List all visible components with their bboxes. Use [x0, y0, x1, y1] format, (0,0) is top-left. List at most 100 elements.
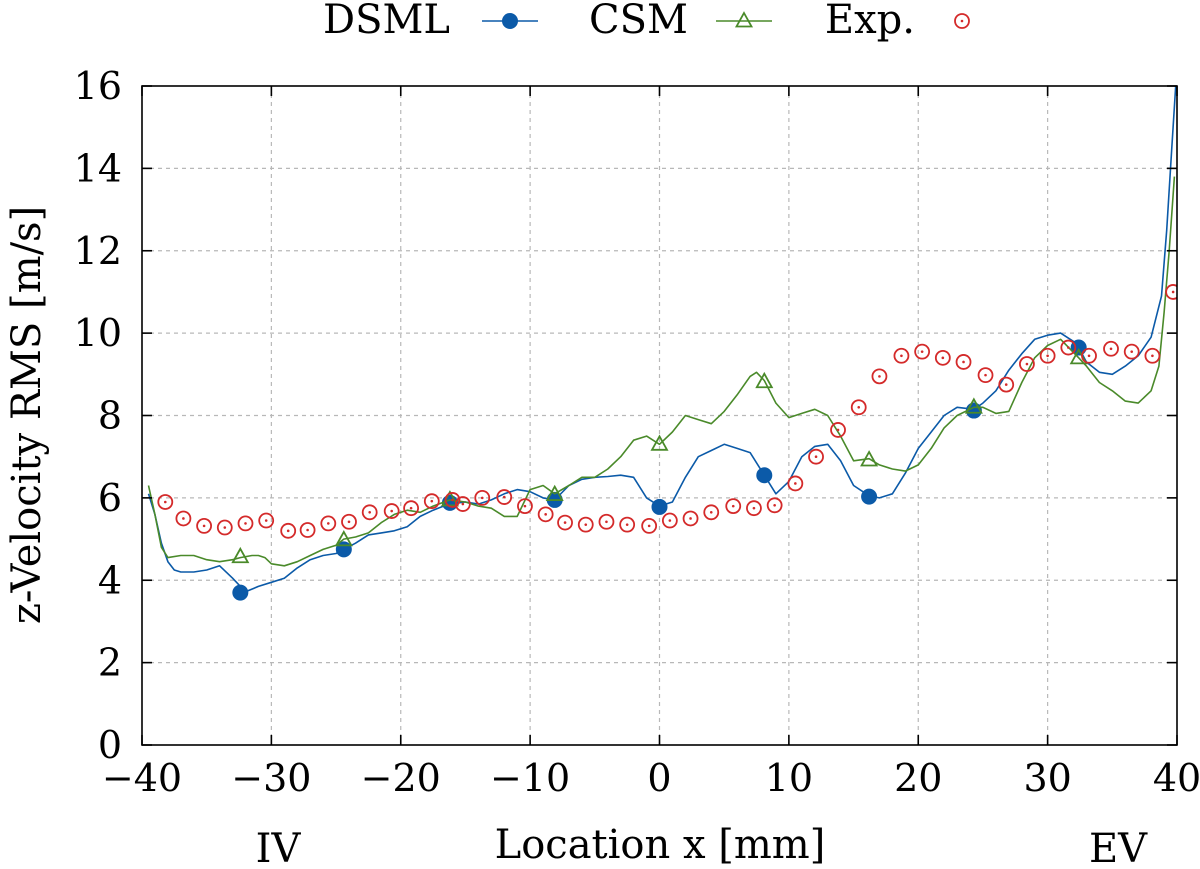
data-point-exp-dot [1025, 362, 1029, 366]
legend-key-exp [954, 13, 970, 29]
data-point-csm [650, 434, 669, 451]
data-point-exp-ring [280, 522, 297, 539]
series-dsml [147, 86, 1177, 601]
data-point-exp-dot [941, 356, 945, 360]
data-point-exp-ring [682, 510, 699, 527]
data-point-exp [423, 493, 440, 510]
data-point-csm [231, 546, 250, 564]
data-point-exp-ring [725, 498, 742, 515]
data-point-exp-dot [1087, 354, 1091, 358]
y-tick-label: 14 [74, 146, 122, 190]
data-point-csm [334, 530, 353, 547]
data-point-exp [280, 522, 297, 539]
data-point-exp-ring [557, 514, 573, 531]
data-point-exp-dot [984, 373, 987, 377]
data-point-exp-dot [264, 519, 268, 522]
y-tick-label: 6 [98, 476, 122, 520]
data-point-exp [661, 512, 678, 529]
plot-area [147, 86, 1177, 601]
data-point-exp [175, 510, 192, 527]
data-point-exp-ring [1039, 347, 1056, 364]
x-tick-labels: −40 −30 −20 −10 0 10 20 30 40 [102, 756, 1200, 800]
data-point-exp-dot [962, 360, 965, 364]
x-tick-label: 30 [1023, 756, 1071, 800]
data-point-exp-ring [299, 522, 316, 538]
data-point-exp [1123, 343, 1140, 360]
data-point-exp [444, 492, 461, 508]
y-tick-labels: 0 2 4 6 8 10 12 14 16 [74, 64, 122, 767]
data-point-exp-dot [668, 519, 672, 522]
data-point-exp-ring [871, 368, 888, 385]
data-point-exp-ring [977, 367, 994, 384]
data-point-exp-ring [619, 516, 636, 533]
legend-marker-csm [734, 11, 754, 28]
data-point-exp-dot [390, 509, 393, 513]
data-point-dsml [756, 467, 773, 484]
data-point-exp-dot [625, 523, 629, 526]
y-tick-label: 12 [74, 229, 122, 273]
data-point-exp [746, 500, 762, 517]
x-axis-label: Location x [mm] [495, 822, 826, 868]
series-line-csm [147, 176, 1176, 567]
data-point-exp-dot [647, 524, 651, 528]
data-point-exp [403, 500, 420, 517]
data-point-exp [341, 513, 357, 530]
data-point-exp-dot [709, 510, 713, 514]
data-point-exp-dot [502, 495, 506, 499]
end-label-ev: EV [1089, 826, 1148, 869]
data-point-exp-dot [584, 523, 588, 526]
data-point-exp [998, 376, 1015, 393]
data-point-exp-ring [850, 399, 867, 416]
data-point-exp [299, 522, 316, 538]
data-point-exp-ring [157, 494, 174, 510]
data-point-exp-dot [461, 502, 465, 506]
data-point-exp-ring [444, 492, 461, 508]
data-point-csm [755, 371, 774, 389]
data-point-exp-dot [836, 428, 840, 432]
y-tick-label: 2 [98, 641, 122, 685]
data-point-exp [517, 498, 533, 515]
data-point-exp-ring [1144, 347, 1161, 364]
data-point-exp-ring [258, 512, 275, 529]
y-tick-label: 4 [98, 558, 122, 602]
data-point-exp-ring [237, 515, 254, 532]
data-point-exp-ring [403, 500, 420, 517]
data-point-exp-ring [496, 489, 513, 505]
data-point-exp-ring [830, 422, 846, 438]
data-point-exp [871, 368, 888, 385]
legend-key-csm [716, 11, 772, 28]
x-tick-label: −30 [231, 756, 311, 800]
data-point-exp-ring [893, 347, 910, 364]
data-point-dsml [232, 584, 249, 601]
data-point-exp [619, 516, 636, 533]
data-point-exp-dot [223, 526, 227, 529]
data-point-exp [1081, 347, 1097, 364]
data-point-exp-dot [1109, 347, 1113, 351]
data-point-exp [1165, 284, 1177, 300]
data-point-exp [361, 504, 378, 521]
legend-marker-exp [954, 13, 970, 29]
data-point-exp-dot [409, 506, 413, 510]
data-point-exp-dot [1004, 383, 1008, 386]
data-point-exp-dot [920, 350, 924, 353]
data-point-exp-ring [320, 515, 337, 532]
data-point-exp-ring [577, 516, 594, 533]
data-point-exp-dot [347, 520, 351, 524]
data-point-exp-dot [451, 498, 454, 502]
data-point-exp [934, 349, 951, 366]
x-tick-label: 40 [1153, 756, 1200, 800]
legend-label-dsml: DSML [323, 0, 450, 43]
data-point-csm [964, 397, 983, 414]
data-point-exp-ring [746, 500, 762, 517]
data-point-exp-dot [480, 496, 484, 500]
data-point-exp-ring [998, 376, 1015, 393]
y-tick-label: 10 [74, 311, 122, 355]
data-point-exp [766, 497, 783, 514]
data-point-exp-dot [327, 522, 330, 525]
data-point-csm [545, 484, 564, 501]
data-point-exp [725, 498, 742, 515]
data-point-csm [860, 450, 879, 467]
legend-entry-dsml: DSML [323, 0, 538, 43]
data-point-exp-dot [689, 517, 692, 520]
